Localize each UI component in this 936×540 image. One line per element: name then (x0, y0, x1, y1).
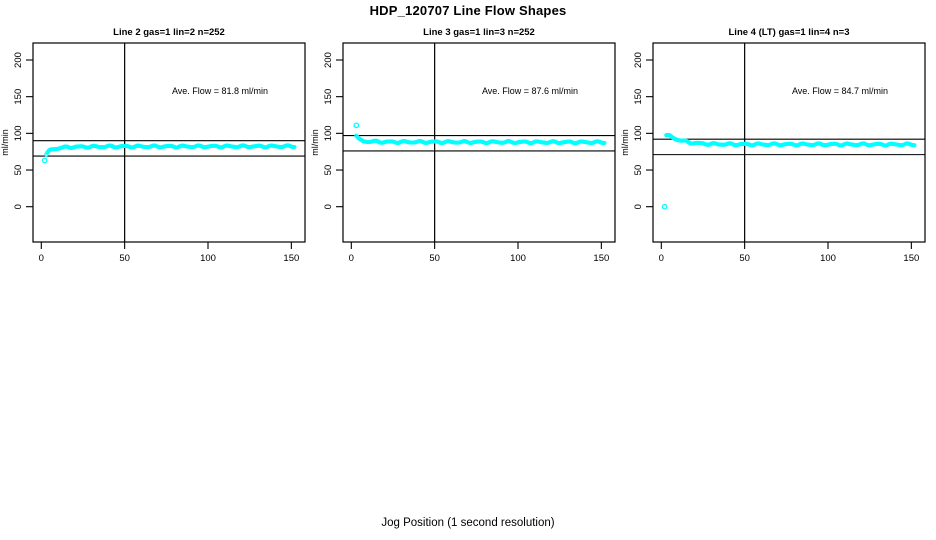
panel2-plot-area: 0 50 100 150 0 50 100 150 200 ml/min (310, 42, 616, 264)
y-tick-label: 100 (323, 125, 334, 141)
data-point (912, 143, 917, 148)
plot-box (342, 42, 616, 243)
y-tick-label: 150 (633, 89, 644, 105)
y-tick-label: 200 (13, 52, 24, 68)
y-tick-label: 150 (13, 89, 24, 105)
y-tick-label: 100 (633, 125, 644, 141)
y-tick-label: 200 (323, 52, 334, 68)
panel1-plot-area: 0 50 100 150 0 50 100 150 200 ml/min (0, 42, 306, 264)
panel2-title: Line 3 gas=1 lin=3 n=252 (423, 27, 535, 38)
y-tick-label: 0 (633, 204, 644, 209)
x-tick-label: 100 (200, 253, 216, 264)
x-tick-label: 150 (593, 253, 609, 264)
panel1-title: Line 2 gas=1 lin=2 n=252 (113, 27, 225, 38)
x-tick-label: 100 (820, 253, 836, 264)
x-tick-label: 100 (510, 253, 526, 264)
x-tick-label: 0 (659, 253, 664, 264)
y-axis-unit-label: ml/min (620, 129, 630, 156)
plot-box (652, 42, 926, 243)
outlier-point (41, 157, 48, 164)
x-tick-label: 0 (39, 253, 44, 264)
plot-box (32, 42, 306, 243)
y-tick-label: 150 (323, 89, 334, 105)
y-axis-unit-label: ml/min (310, 129, 320, 156)
x-tick-label: 50 (119, 253, 130, 264)
panel1-ave-flow-label: Ave. Flow = 81.8 ml/min (171, 86, 269, 96)
y-tick-label: 50 (323, 165, 334, 176)
x-tick-label: 50 (739, 253, 750, 264)
y-axis-unit-label: ml/min (0, 129, 10, 156)
x-tick-label: 0 (349, 253, 354, 264)
x-tick-label: 50 (429, 253, 440, 264)
panel3-plot-area: 0 50 100 150 0 50 100 150 200 ml/min (620, 42, 926, 264)
y-tick-label: 200 (633, 52, 644, 68)
panel3-ave-flow-label: Ave. Flow = 84.7 ml/min (791, 86, 889, 96)
x-tick-label: 150 (283, 253, 299, 264)
panel2-ave-flow-label: Ave. Flow = 87.6 ml/min (481, 86, 579, 96)
y-tick-label: 50 (633, 165, 644, 176)
outlier-point (661, 203, 668, 210)
data-point (602, 140, 607, 146)
data-point (292, 144, 297, 150)
panel3-title: Line 4 (LT) gas=1 lin=4 n=3 (728, 27, 850, 38)
x-axis-label: Jog Position (1 second resolution) (381, 517, 555, 529)
x-tick-label: 150 (903, 253, 919, 264)
chart-title: HDP_120707 Line Flow Shapes (369, 3, 567, 18)
y-tick-label: 50 (13, 165, 24, 176)
y-tick-label: 0 (13, 204, 24, 209)
outlier-point (353, 122, 360, 129)
y-tick-label: 100 (13, 125, 24, 141)
y-tick-label: 0 (323, 204, 334, 209)
